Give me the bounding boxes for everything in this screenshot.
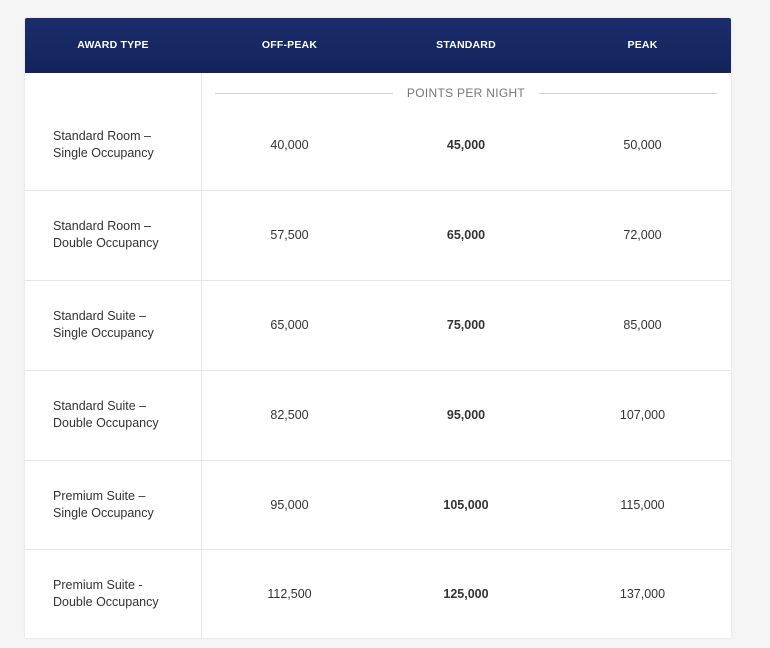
points-value: 95,000 xyxy=(270,497,309,512)
award-type: Standard Room – Double Occupancy xyxy=(53,219,159,250)
points-value: 115,000 xyxy=(620,497,665,512)
points-value: 50,000 xyxy=(623,138,662,152)
points-value: 72,000 xyxy=(623,228,662,242)
column-divider xyxy=(201,73,202,638)
points-value: 65,000 xyxy=(270,318,309,332)
points-value: 95,000 xyxy=(446,408,486,422)
row-divider xyxy=(25,370,731,371)
points-value: 112,500 xyxy=(267,586,312,601)
row-divider xyxy=(25,190,731,191)
column-header: OFF-PEAK xyxy=(261,39,318,51)
points-value: 65,000 xyxy=(446,228,486,242)
award-type: Premium Suite - Double Occupancy xyxy=(53,577,159,609)
points-value: 137,000 xyxy=(619,586,666,601)
column-header: STANDARD xyxy=(436,39,496,51)
rule xyxy=(215,92,393,94)
points-value: 125,000 xyxy=(443,586,489,601)
points-value: 85,000 xyxy=(623,318,662,332)
subheader-text: POINTS PER NIGHT xyxy=(406,86,526,100)
points-value: 57,500 xyxy=(270,228,309,242)
points-value: 82,500 xyxy=(270,408,309,422)
points-value: 107,000 xyxy=(619,408,666,422)
points-value: 45,000 xyxy=(446,138,486,152)
table-header: AWARD TYPE OFF-PEAK STANDARD PEAK xyxy=(25,18,731,73)
points-subheader: POINTS PER NIGHT xyxy=(215,85,717,101)
rule xyxy=(539,92,717,94)
award-table: AWARD TYPE OFF-PEAK STANDARD PEAK POINTS PE… xyxy=(25,18,731,638)
column-header: AWARD TYPE xyxy=(77,39,149,51)
award-type: Standard Suite – Single Occupancy xyxy=(53,309,154,340)
column-header: PEAK xyxy=(627,39,658,51)
row-divider xyxy=(25,280,731,281)
row-divider xyxy=(25,549,731,550)
points-value: 75,000 xyxy=(446,318,486,332)
points-value: 40,000 xyxy=(270,138,309,152)
points-value: 105,000 xyxy=(443,497,489,512)
award-type: Premium Suite – Single Occupancy xyxy=(53,488,154,520)
award-type: Standard Room – Single Occupancy xyxy=(53,129,154,160)
award-type: Standard Suite – Double Occupancy xyxy=(53,399,159,430)
row-divider xyxy=(25,460,731,461)
